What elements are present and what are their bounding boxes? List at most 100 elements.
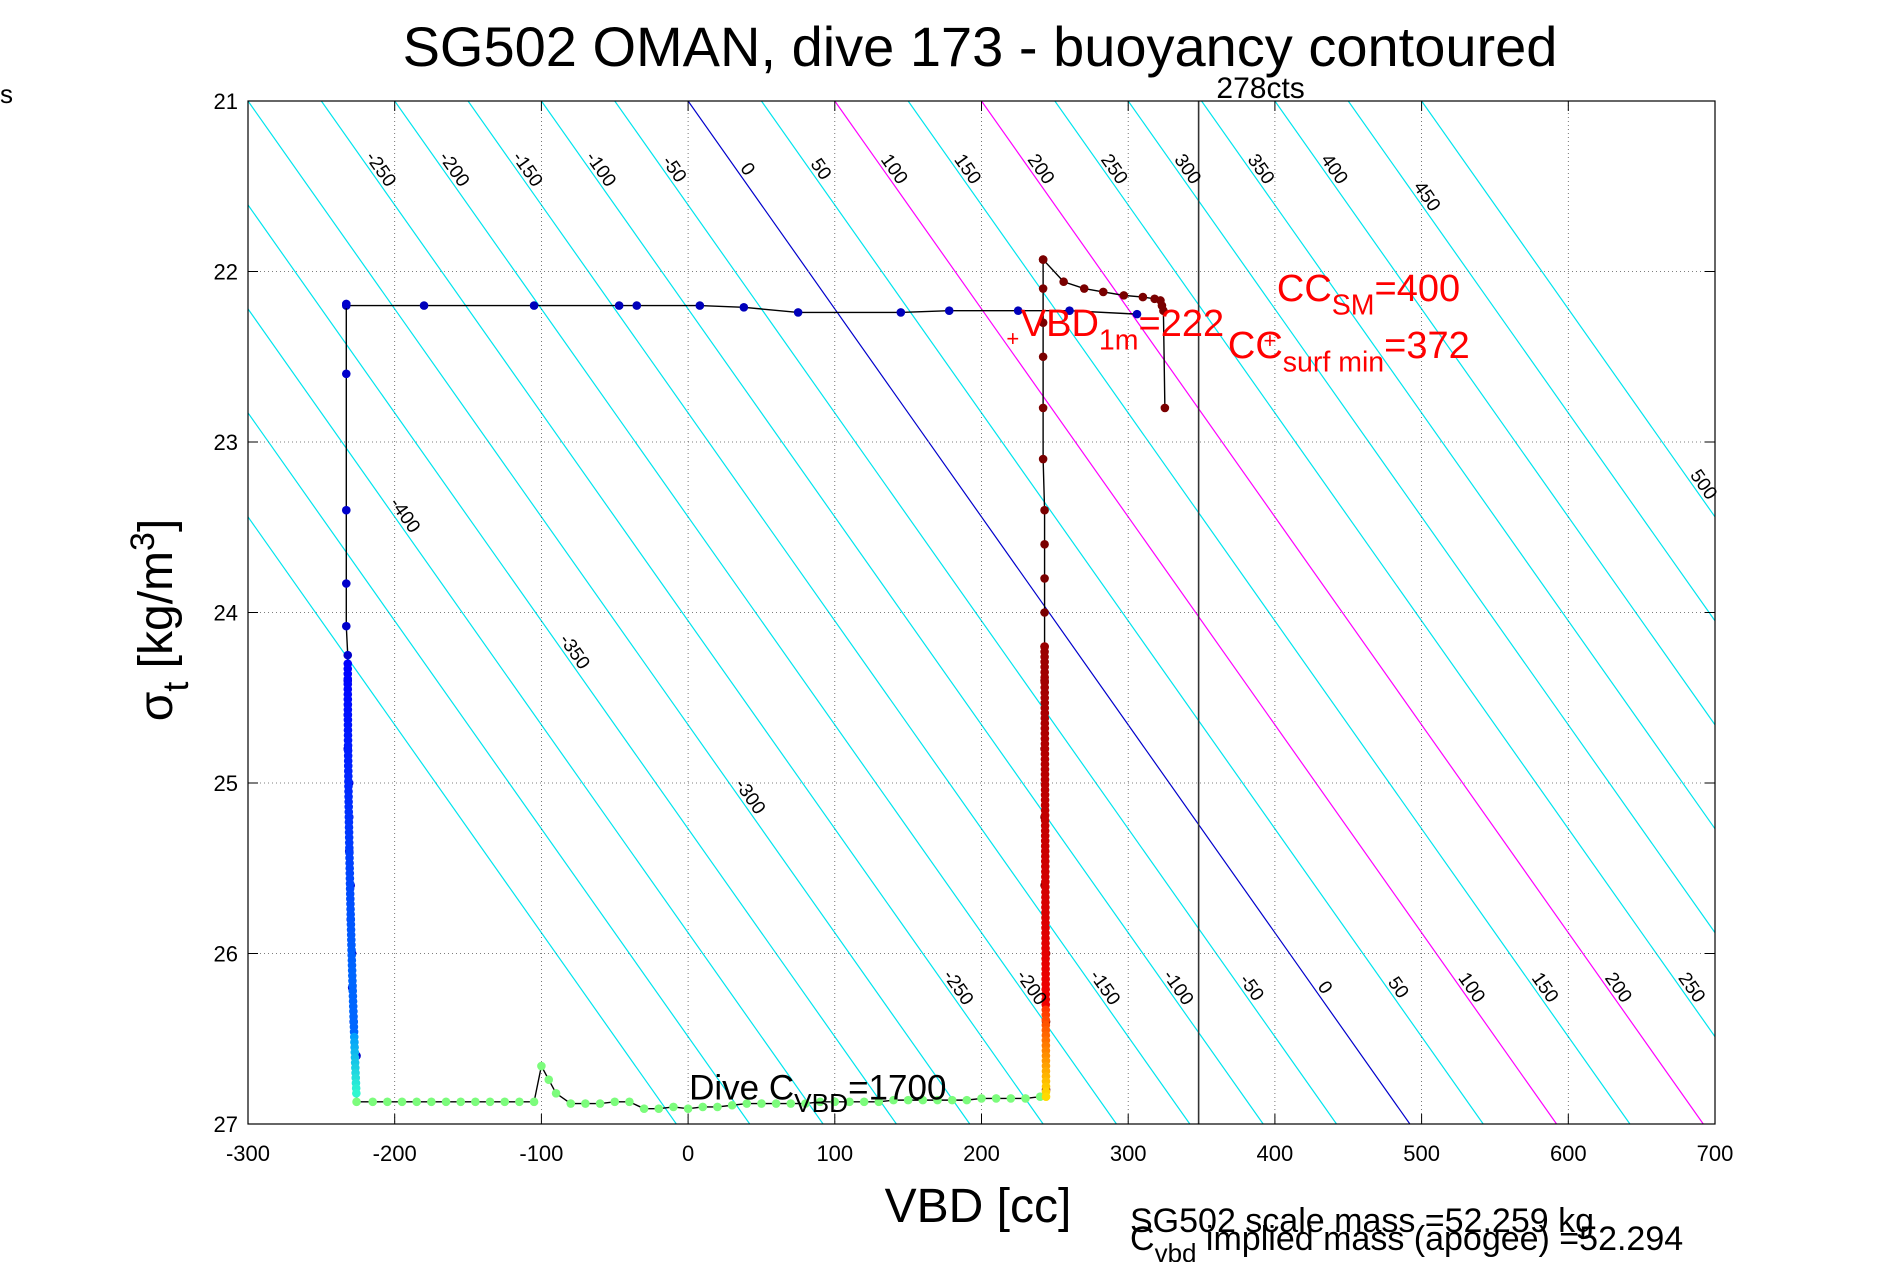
- bottom-point: [933, 1095, 942, 1105]
- dive-point: [341, 299, 351, 309]
- climb-dense-point: [1041, 1092, 1051, 1102]
- dive-cvbd-annotation-base: Dive C: [689, 1069, 794, 1108]
- bottom-point: [845, 1097, 854, 1107]
- contour-label: 450: [1409, 178, 1444, 216]
- bottom-point: [412, 1097, 422, 1107]
- bottom-point: [918, 1095, 928, 1105]
- climb-surface-point: [1160, 403, 1170, 413]
- bottom-point: [815, 1097, 825, 1107]
- climb-point: [1040, 505, 1049, 515]
- bottom-point: [874, 1097, 884, 1107]
- bottom-point: [471, 1097, 480, 1107]
- contour-label: 100: [876, 150, 911, 188]
- contour-line: [1201, 101, 1715, 830]
- contour-label: 250: [1674, 969, 1709, 1007]
- climb-surface-point: [1098, 287, 1108, 297]
- bottom-point: [947, 1095, 957, 1105]
- cc-sm-annotation: CCSM=400: [1277, 268, 1460, 321]
- bottom-point: [485, 1097, 495, 1107]
- bottom-point: [383, 1097, 392, 1107]
- dive-point: [341, 621, 351, 631]
- data-series: [341, 101, 1200, 1124]
- y-axis-label-close: ]: [130, 519, 183, 532]
- cc-surf-min-annotation-sub: surf min: [1283, 347, 1384, 379]
- dive-surface-point: [896, 308, 906, 317]
- contour-label: 0: [1313, 977, 1336, 998]
- bottom-point: [669, 1102, 678, 1112]
- contour-label: 50: [1383, 973, 1412, 1002]
- bottom-point: [595, 1099, 605, 1108]
- bottom-point: [903, 1095, 913, 1105]
- axes-frame: [247, 100, 1716, 1125]
- reference-line-label: 278cts: [1216, 72, 1304, 105]
- dive-surface-point: [529, 301, 539, 310]
- contour-label: 250: [1096, 150, 1131, 188]
- climb-surface-point: [1159, 306, 1168, 316]
- bottom-point: [500, 1097, 510, 1107]
- dive-cvbd-annotation-rest: =1700: [848, 1069, 946, 1108]
- y-tick-label: 25: [214, 771, 238, 796]
- contour-label: 200: [1600, 969, 1635, 1007]
- left-edge-label: s: [0, 79, 13, 109]
- contour-line: [1421, 101, 1715, 518]
- dive-surface-point: [1132, 309, 1142, 319]
- contour-line: [248, 515, 677, 1124]
- bottom-point: [713, 1102, 722, 1112]
- climb-point: [1038, 352, 1048, 362]
- x-tick-label: 600: [1550, 1141, 1587, 1166]
- contour-line: [540, 101, 1264, 1124]
- cc-surf-min-marker: +: [1263, 328, 1276, 353]
- climb-point: [1038, 403, 1048, 413]
- bottom-point: [529, 1097, 539, 1107]
- dive-surface-point: [1013, 306, 1023, 316]
- x-axis-label: VBD [cc]: [885, 1180, 1072, 1233]
- bottom-point: [771, 1099, 781, 1108]
- bottom-point: [889, 1095, 898, 1105]
- climb-point: [1040, 540, 1049, 549]
- contour-label: 100: [1454, 969, 1489, 1007]
- bottom-point: [456, 1097, 466, 1107]
- dive-surface-point: [1065, 306, 1074, 316]
- contour-label: 350: [1243, 150, 1278, 188]
- y-axis-label-sup: 3: [124, 532, 162, 551]
- contour-label: -150: [1085, 966, 1124, 1009]
- contour-label: 400: [1316, 150, 1351, 188]
- dive-point: [341, 505, 351, 515]
- bottom-point: [352, 1097, 361, 1107]
- contour-label: -150: [508, 148, 547, 191]
- cc-sm-annotation-sub: SM: [1332, 290, 1375, 322]
- contour-label: -100: [1158, 966, 1197, 1009]
- climb-surface-point: [1119, 291, 1129, 300]
- dive-surface-point: [419, 301, 429, 310]
- dive-point: [343, 650, 353, 660]
- implied-mass-base: C: [1130, 1220, 1155, 1258]
- vbd-1m-annotation: VBD1m=222: [1021, 303, 1224, 356]
- vbd-1m-annotation-base: VBD: [1021, 303, 1099, 345]
- y-tick-label: 21: [214, 89, 238, 114]
- bottom-point: [801, 1099, 810, 1108]
- contour-line: [760, 101, 1484, 1124]
- cc-surf-min-annotation-rest: =372: [1384, 325, 1470, 367]
- y-tick-label: 22: [214, 260, 238, 285]
- bottom-point: [441, 1097, 451, 1107]
- climb-point: [1040, 608, 1049, 617]
- contour-label: -250: [361, 148, 400, 191]
- bottom-point: [727, 1100, 737, 1110]
- y-tick-label: 26: [214, 942, 238, 967]
- contour-label: -300: [730, 775, 769, 818]
- bottom-point: [859, 1097, 869, 1107]
- climb-surface-point: [1079, 284, 1089, 293]
- bottom-point: [757, 1099, 766, 1108]
- contour-lines: [248, 101, 1715, 1124]
- x-tick-label: -300: [226, 1141, 270, 1166]
- bottom-point: [427, 1097, 436, 1107]
- contour-label: 0: [735, 159, 758, 180]
- x-tick-label: -200: [373, 1141, 417, 1166]
- bottom-point: [397, 1097, 407, 1107]
- implied-mass-rest: implied mass (apogee) =52.294: [1196, 1220, 1683, 1258]
- bottom-point: [625, 1097, 634, 1107]
- contour-line: [248, 307, 824, 1124]
- dive-cvbd-annotation-sub: VBD: [794, 1088, 848, 1118]
- bottom-point: [683, 1104, 693, 1113]
- bottom-point: [1021, 1094, 1030, 1103]
